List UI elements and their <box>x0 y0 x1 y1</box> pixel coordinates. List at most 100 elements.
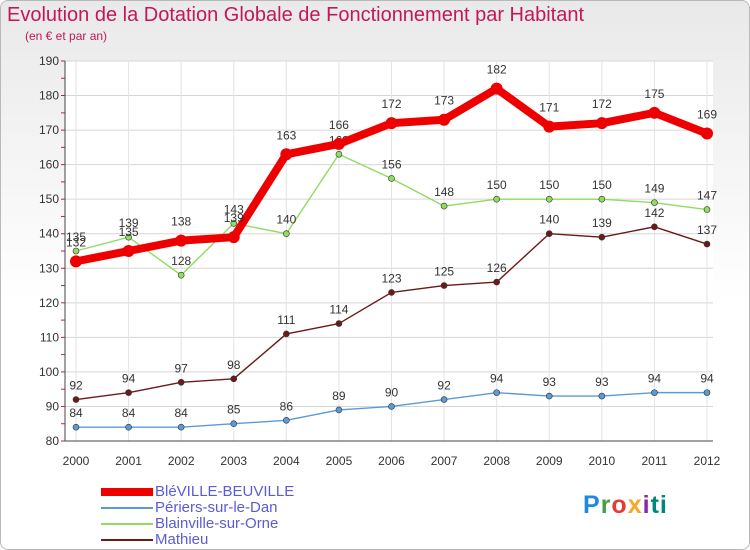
point-mathieu-2004 <box>283 330 290 338</box>
data-label-bleville-beuville-2000: 132 <box>66 235 86 249</box>
data-label-periers-sur-le-dan-2000: 84 <box>69 406 83 420</box>
point-blainville-sur-orne-2003 <box>230 220 238 227</box>
point-periers-sur-le-dan-2005 <box>335 406 343 414</box>
point-blainville-sur-orne-2006 <box>388 175 395 182</box>
data-label-periers-sur-le-dan-2002: 84 <box>174 406 188 420</box>
data-label-mathieu-2000: 92 <box>69 379 83 393</box>
data-label-blainville-sur-orne-2000: 135 <box>66 230 86 244</box>
point-periers-sur-le-dan-2000 <box>72 423 80 431</box>
point-mathieu-2007 <box>440 282 448 289</box>
point-mathieu-2009 <box>545 230 553 238</box>
chart-subtitle: (en € et par an) <box>25 29 108 43</box>
data-label-bleville-beuville-2010: 172 <box>592 97 612 111</box>
y-tick-label-100: 100 <box>39 365 59 379</box>
point-bleville-beuville-2011 <box>648 106 661 119</box>
data-label-blainville-sur-orne-2009: 150 <box>539 178 559 192</box>
data-label-mathieu-2002: 97 <box>174 361 188 375</box>
point-bleville-beuville-2001 <box>122 245 135 257</box>
data-label-periers-sur-le-dan-2003: 85 <box>227 403 241 417</box>
point-bleville-beuville-2010 <box>595 117 608 130</box>
point-blainville-sur-orne-2001 <box>125 233 132 241</box>
point-bleville-beuville-2000 <box>70 255 82 268</box>
point-blainville-sur-orne-2004 <box>283 230 290 238</box>
x-tick-label-2009: 2009 <box>536 454 563 468</box>
y-tick-label-130: 130 <box>39 261 59 275</box>
data-label-blainville-sur-orne-2003: 143 <box>224 202 244 216</box>
point-bleville-beuville-2012 <box>701 127 713 140</box>
point-blainville-sur-orne-2011 <box>651 199 658 206</box>
point-blainville-sur-orne-2010 <box>598 195 606 203</box>
legend-label-blainville-sur-orne: Blainville-sur-Orne <box>155 515 279 532</box>
data-label-mathieu-2012: 137 <box>697 223 717 237</box>
y-tick-label-140: 140 <box>39 227 59 241</box>
data-label-bleville-beuville-2007: 173 <box>434 94 454 108</box>
x-tick-label-2001: 2001 <box>115 454 142 468</box>
data-label-bleville-beuville-2004: 163 <box>276 128 296 142</box>
data-label-bleville-beuville-2009: 171 <box>539 101 559 115</box>
point-periers-sur-le-dan-2003 <box>230 420 238 428</box>
x-tick-label-2000: 2000 <box>63 454 90 468</box>
point-bleville-beuville-2005 <box>332 137 345 150</box>
y-tick-label-80: 80 <box>46 434 60 448</box>
data-label-blainville-sur-orne-2010: 150 <box>592 178 612 192</box>
data-label-blainville-sur-orne-2008: 150 <box>487 178 507 192</box>
point-bleville-beuville-2002 <box>175 234 188 247</box>
point-periers-sur-le-dan-2006 <box>388 403 395 410</box>
point-bleville-beuville-2004 <box>280 148 293 161</box>
legend-item-mathieu: Mathieu <box>101 532 361 548</box>
point-blainville-sur-orne-2012 <box>703 206 711 213</box>
data-label-mathieu-2005: 114 <box>329 303 348 317</box>
data-label-periers-sur-le-dan-2007: 92 <box>437 379 451 393</box>
data-label-periers-sur-le-dan-2009: 93 <box>543 375 557 389</box>
legend-label-bleville-beuville: BléVILLE-BEUVILLE <box>155 483 295 500</box>
point-bleville-beuville-2009 <box>543 120 556 133</box>
legend-item-periers-sur-le-dan: Périers-sur-le-Dan <box>101 500 361 516</box>
data-label-mathieu-2011: 142 <box>644 206 664 220</box>
data-label-mathieu-2008: 126 <box>487 261 507 275</box>
data-label-blainville-sur-orne-2012: 147 <box>697 189 717 203</box>
data-label-blainville-sur-orne-2002: 128 <box>171 254 191 268</box>
point-blainville-sur-orne-2009 <box>545 195 553 203</box>
data-label-periers-sur-le-dan-2005: 89 <box>332 389 346 403</box>
point-bleville-beuville-2008 <box>490 82 503 95</box>
y-tick-label-150: 150 <box>39 192 59 206</box>
point-blainville-sur-orne-2008 <box>493 195 500 203</box>
y-tick-label-180: 180 <box>39 89 59 103</box>
point-periers-sur-le-dan-2001 <box>125 423 132 431</box>
point-bleville-beuville-2006 <box>385 117 398 130</box>
y-tick-label-90: 90 <box>46 399 60 413</box>
x-tick-label-2012: 2012 <box>694 454 721 468</box>
x-tick-label-2004: 2004 <box>273 454 300 468</box>
data-label-blainville-sur-orne-2004: 140 <box>276 213 296 227</box>
point-blainville-sur-orne-2002 <box>177 271 185 279</box>
data-label-bleville-beuville-2002: 138 <box>171 215 191 229</box>
legend-item-blainville-sur-orne: Blainville-sur-Orne <box>101 516 361 532</box>
data-label-bleville-beuville-2003: 139 <box>224 211 244 225</box>
data-label-bleville-beuville-2008: 182 <box>487 63 507 77</box>
y-tick-label-120: 120 <box>39 296 59 310</box>
point-periers-sur-le-dan-2007 <box>440 396 448 403</box>
x-tick-label-2011: 2011 <box>642 454 668 468</box>
y-tick-label-160: 160 <box>39 158 59 172</box>
legend-swatch-periers-sur-le-dan <box>101 507 153 509</box>
proxiti-logo: Proxiti <box>583 491 668 519</box>
chart-title: Evolution de la Dotation Globale de Fonc… <box>7 4 585 26</box>
y-tick-label-110: 110 <box>40 330 59 344</box>
data-label-periers-sur-le-dan-2004: 86 <box>280 399 294 413</box>
x-tick-label-2003: 2003 <box>220 454 247 468</box>
y-tick-label-170: 170 <box>39 123 59 137</box>
data-label-blainville-sur-orne-2011: 149 <box>644 182 664 196</box>
point-periers-sur-le-dan-2010 <box>598 392 606 400</box>
data-label-periers-sur-le-dan-2006: 90 <box>385 385 399 399</box>
point-mathieu-2011 <box>651 223 658 231</box>
data-label-bleville-beuville-2012: 169 <box>697 108 717 122</box>
data-label-blainville-sur-orne-2007: 148 <box>434 185 454 199</box>
point-bleville-beuville-2003 <box>227 231 240 244</box>
point-periers-sur-le-dan-2012 <box>703 389 711 396</box>
point-blainville-sur-orne-2005 <box>335 150 343 158</box>
point-mathieu-2010 <box>598 233 606 241</box>
point-periers-sur-le-dan-2009 <box>545 392 553 400</box>
legend-swatch-mathieu <box>101 539 153 541</box>
data-label-bleville-beuville-2006: 172 <box>381 97 401 111</box>
